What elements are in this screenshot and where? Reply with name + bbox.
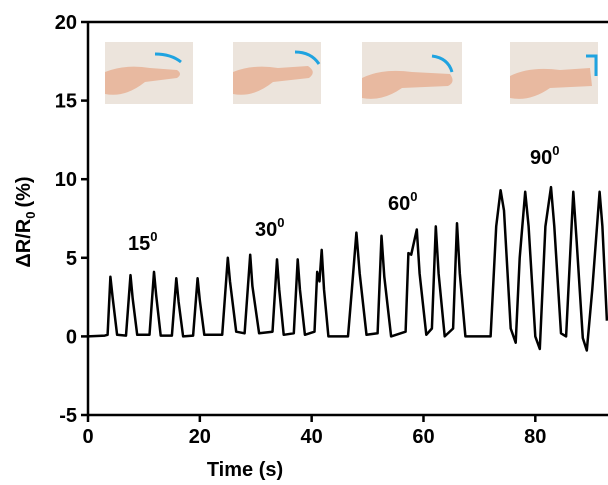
data-line [88,187,607,350]
y-label-unit: (%) [13,176,35,207]
y-tick-label: 20 [55,12,77,34]
annotation-text: 15 [128,233,150,255]
annotation-sup: 0 [410,189,417,204]
y-tick-label: -5 [59,405,77,427]
annotation-text: 60 [388,193,410,215]
x-tick-label: 0 [82,426,93,448]
y-tick-label: 10 [55,169,77,191]
y-label-main: ΔR/R [13,218,35,267]
annotation-sup: 0 [277,215,284,230]
annotation-text: 30 [255,219,277,241]
y-label-sub: 0 [23,212,38,219]
x-axis-label: Time (s) [207,459,283,481]
annotation: 300 [255,215,284,241]
y-tick-label: 15 [55,91,77,113]
y-axis-label: ΔR/R0 (%) [13,176,38,267]
x-tick-label: 80 [524,426,546,448]
x-tick-label: 20 [189,426,211,448]
x-tick-label: 40 [301,426,323,448]
chart: Time (s) ΔR/R0(%) -505101520020406080150… [0,0,608,485]
annotation-text: 90 [530,147,552,169]
y-tick-label: 0 [66,326,77,348]
y-tick-label: 5 [66,248,77,270]
photos [105,42,598,104]
annotation: 150 [128,229,157,255]
annotation: 900 [530,143,559,169]
annotation: 600 [388,189,417,215]
annotation-sup: 0 [552,143,559,158]
annotation-sup: 0 [150,229,157,244]
x-tick-label: 60 [412,426,434,448]
